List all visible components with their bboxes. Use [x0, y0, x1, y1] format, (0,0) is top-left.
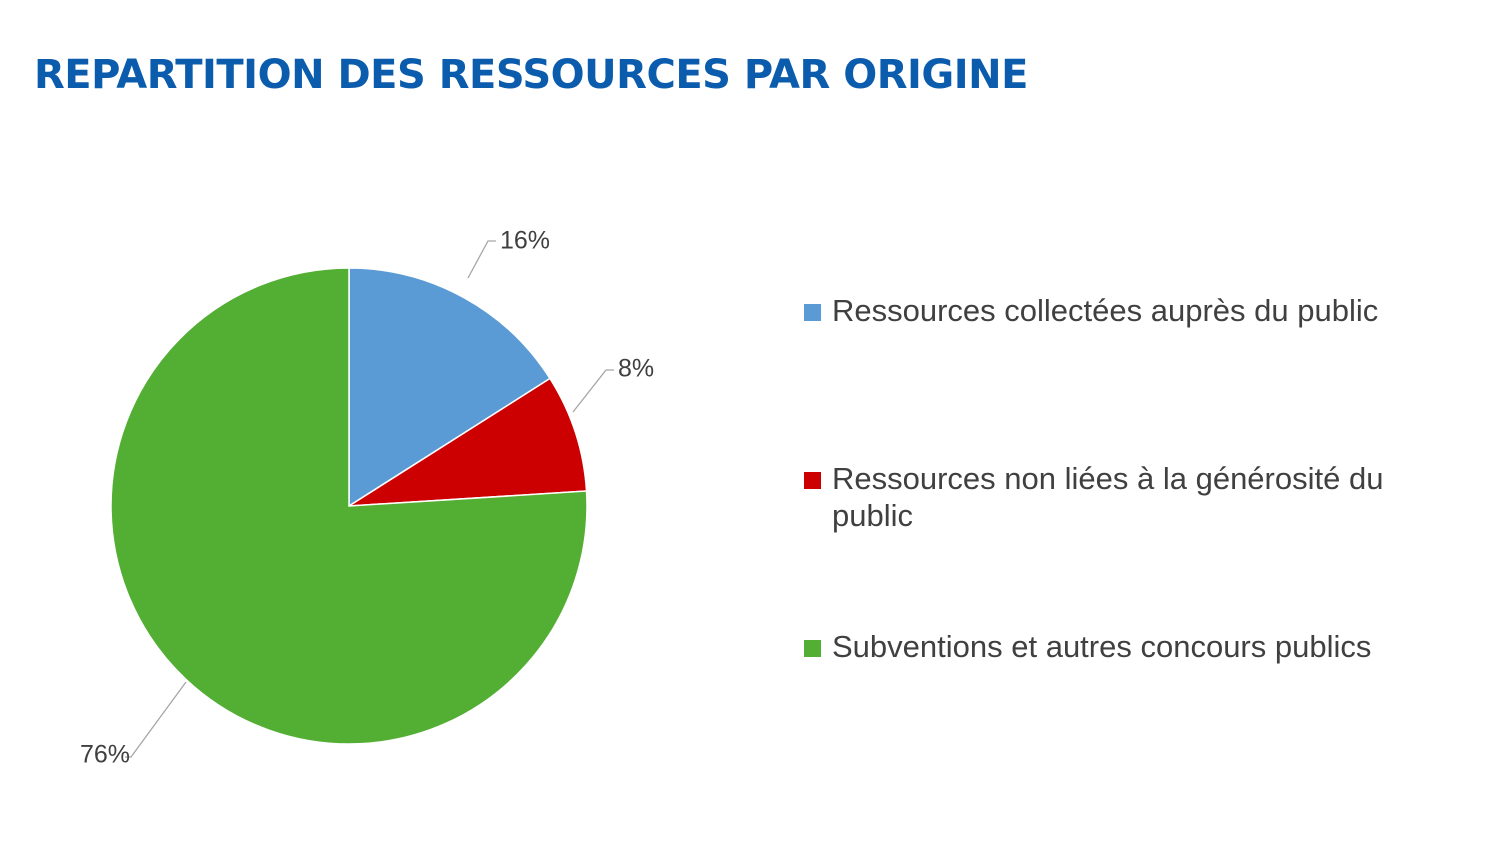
data-label-non-generosity: 8%	[618, 355, 654, 383]
legend-label-non-generosity: Ressources non liées à la générosité du …	[832, 461, 1384, 533]
legend-swatch-non-generosity	[804, 472, 821, 489]
legend-item-public-grants: Subventions et autres concours publics	[804, 628, 1444, 665]
legend-label-public-donations: Ressources collectées auprès du public	[832, 293, 1379, 328]
leader-line-public-donations	[467, 240, 496, 279]
leader-line-non-generosity	[572, 369, 614, 413]
pie-chart: 16% 8% 76%	[80, 227, 654, 769]
legend-item-non-generosity: Ressources non liées à la générosité du …	[804, 460, 1444, 534]
leader-line-public-grants	[125, 681, 187, 758]
legend-swatch-public-donations	[804, 304, 821, 321]
legend-swatch-public-grants	[804, 640, 821, 657]
legend-label-public-grants: Subventions et autres concours publics	[832, 629, 1372, 664]
pie-slice-public-donations	[348, 267, 551, 508]
pie-slice-non-generosity	[348, 377, 588, 507]
pie-slice-public-grants	[110, 267, 588, 745]
data-label-public-donations: 16%	[500, 227, 550, 255]
data-label-public-grants: 76%	[80, 741, 130, 769]
page-title: REPARTITION DES RESSOURCES PAR ORIGINE	[34, 52, 1028, 98]
legend-item-public-donations: Ressources collectées auprès du public	[804, 292, 1444, 329]
